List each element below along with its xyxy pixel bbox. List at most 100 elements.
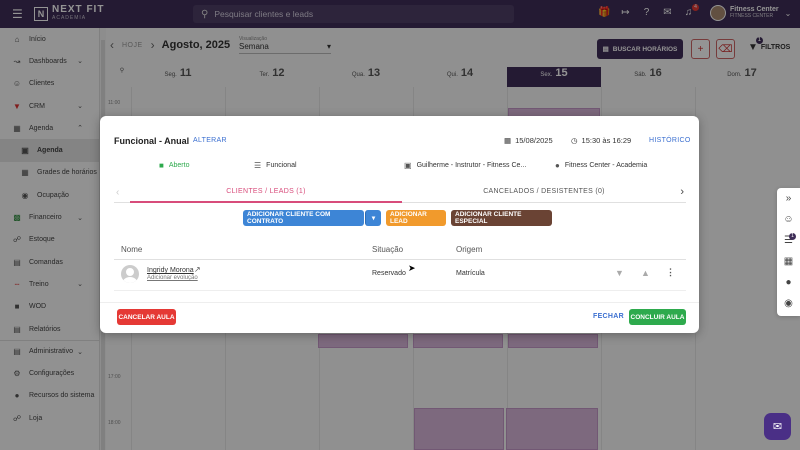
logo[interactable]: N NEXT FIT ACADEMIA — [34, 4, 105, 22]
time-label: 17:00 — [108, 374, 121, 380]
search-icon: ⚲ — [201, 8, 209, 20]
tab-clients-leads[interactable]: CLIENTES / LEADS (1) — [226, 188, 306, 195]
add-special-client-button[interactable]: ADICIONAR CLIENTE ESPECIAL — [451, 210, 552, 226]
calendar-icon[interactable]: ▦ — [783, 256, 794, 267]
day-header-today[interactable]: Sex. 15 — [507, 67, 601, 87]
thumbs-up-icon[interactable]: ▲ — [641, 268, 650, 278]
chat-bubble-icon: ✉ — [772, 421, 783, 433]
column-header-origin: Origem — [456, 245, 483, 254]
sidebar-item-financeiro[interactable]: ▩ Financeiro ⌄ — [13, 213, 83, 223]
dumbbell-icon: ╌ — [14, 279, 20, 289]
logo-mark: N — [34, 7, 48, 21]
sidebar-item-dashboards[interactable]: ↝ Dashboards ⌄ — [13, 56, 83, 66]
view-select-value: Semana — [239, 42, 269, 51]
toggle-icon: ● — [14, 391, 20, 401]
location-pin-icon[interactable]: ● — [785, 277, 792, 288]
chevron-right-icon[interactable]: › — [680, 186, 684, 198]
sidebar-item-grades[interactable]: ▦ Grades de horários — [21, 168, 97, 178]
today-button[interactable]: HOJE — [122, 41, 143, 49]
client-name-link[interactable]: Ingridy Morona — [147, 267, 194, 274]
chevron-down-icon: ⌄ — [784, 8, 792, 18]
user-menu[interactable]: Fitness Center FITNESS CENTER ⌄ — [710, 5, 791, 21]
checklist-icon[interactable]: ☰ 1 — [777, 230, 800, 251]
sidebar-item-agenda[interactable]: ▦ Agenda ⌃ — [13, 123, 83, 133]
tab-canceled[interactable]: CANCELADOS / DESISTENTES (0) — [483, 188, 605, 195]
help-icon[interactable]: ? — [643, 7, 650, 18]
day-header[interactable]: Qua. 13 — [351, 67, 381, 79]
add-button[interactable]: + — [691, 39, 710, 59]
calendar-icon: ▦ — [13, 123, 21, 133]
time-label: 11:00 — [108, 100, 121, 106]
sidebar-item-administrativo[interactable]: ▤ Administrativo ⌄ — [0, 340, 99, 362]
view-select[interactable]: Visualização Semana ▾ — [239, 36, 331, 54]
occupancy-icon: ◉ — [21, 190, 29, 200]
sidebar-item-ocupacao[interactable]: ◉ Ocupação — [21, 190, 69, 200]
class-time: ◷ 15:30 às 16:29 — [571, 136, 632, 145]
cart-icon: ☍ — [12, 235, 22, 245]
sidebar-item-inicio[interactable]: ⌂ Início — [0, 28, 99, 50]
history-link[interactable]: HISTÓRICO — [649, 137, 691, 144]
money-icon: ▩ — [13, 213, 21, 223]
sidebar-item-relatorios[interactable]: ▤ Relatórios — [13, 324, 61, 334]
sidebar-item-treino[interactable]: ╌ Treino ⌄ — [0, 273, 99, 295]
person-icon[interactable]: ☺ — [783, 214, 794, 225]
sidebar-item-crm[interactable]: ▼ CRM ⌄ — [13, 101, 83, 111]
sidebar-item-comandas[interactable]: ▤ Comandas — [13, 257, 63, 267]
conclude-class-button[interactable]: CONCLUIR AULA — [629, 309, 686, 325]
column-header-status: Situação — [372, 245, 404, 254]
logo-text: NEXT FIT — [52, 4, 105, 15]
calendar-event[interactable] — [318, 334, 408, 348]
zoom-icon[interactable]: ⚲ — [119, 68, 125, 74]
calendar-event[interactable] — [506, 408, 598, 450]
chevron-down-icon: ⌄ — [77, 214, 83, 222]
calendar-event[interactable] — [508, 334, 598, 348]
delete-button[interactable]: ⌫ — [716, 39, 735, 59]
chevron-left-icon[interactable]: ‹ — [110, 38, 114, 52]
sidebar-item-recursos[interactable]: ● Recursos do sistema — [0, 385, 99, 407]
logout-door-icon[interactable]: ↦ — [621, 7, 630, 18]
menu-icon[interactable]: ☰ — [12, 7, 23, 21]
home-icon: ⌂ — [14, 34, 20, 44]
day-header[interactable]: Qui. 14 — [446, 67, 474, 79]
location-pin-icon: ● — [555, 161, 560, 170]
month-title: Agosto, 2025 — [161, 39, 231, 51]
search-bar[interactable]: ⚲ — [193, 5, 514, 23]
sidebar-item-configuracoes[interactable]: ⚙ Configurações — [13, 369, 75, 379]
day-header[interactable]: Dom. 17 — [727, 67, 757, 79]
sidebar-item-loja[interactable]: ☍ Loja — [12, 413, 43, 423]
calendar-event[interactable] — [413, 334, 503, 348]
day-header[interactable]: Seg. 11 — [164, 67, 192, 79]
open-external-icon[interactable]: ↗ — [194, 265, 201, 274]
gift-icon[interactable]: 🎁 — [598, 7, 611, 18]
admin-icon: ▤ — [13, 347, 21, 357]
add-client-dropdown-button[interactable]: ▾ — [365, 210, 381, 226]
list-icon: ☰ — [254, 161, 262, 170]
change-link[interactable]: ALTERAR — [193, 137, 227, 144]
caret-down-icon: ▾ — [326, 42, 331, 51]
filter-icon: ▼ 1 — [748, 37, 763, 53]
add-evolution-link[interactable]: Adicionar evolução — [147, 275, 198, 281]
sidebar-item-agenda-sub[interactable]: ▣ Agenda — [0, 139, 99, 162]
day-header[interactable]: Sáb. 16 — [634, 67, 662, 79]
filters-button[interactable]: ▼ 1 FILTROS — [748, 37, 791, 53]
instructor-info: ▣ Guilherme - Instrutor - Fitness Ce... — [404, 161, 527, 170]
search-schedules-button[interactable]: ▤ BUSCAR HORÁRIOS — [597, 39, 683, 59]
search-input[interactable] — [214, 9, 495, 19]
chevron-right-icon[interactable]: › — [150, 38, 155, 52]
add-client-contract-button[interactable]: ADICIONAR CLIENTE COM CONTRATO — [243, 210, 364, 226]
chat-support-button[interactable]: ✉ — [764, 413, 791, 440]
sidebar-item-clientes[interactable]: ☺ Clientes — [12, 79, 55, 89]
more-vertical-icon[interactable]: ⋮ — [666, 267, 675, 277]
thumbs-down-icon[interactable]: ▼ — [615, 268, 624, 278]
double-chevron-right-icon[interactable]: » — [785, 193, 792, 204]
add-lead-button[interactable]: ADICIONAR LEAD — [386, 210, 446, 226]
chevron-left-icon[interactable]: ‹ — [116, 187, 120, 198]
eye-icon[interactable]: ◉ — [784, 298, 793, 309]
cancel-class-button[interactable]: CANCELAR AULA — [117, 309, 176, 325]
close-button[interactable]: FECHAR — [593, 313, 624, 320]
bell-icon[interactable]: ♫ 4 — [682, 4, 699, 20]
sidebar-item-wod[interactable]: ■ WOD — [0, 296, 99, 318]
sidebar-item-estoque[interactable]: ☍ Estoque — [12, 235, 55, 245]
chat-icon[interactable]: ✉ — [663, 7, 672, 18]
day-header[interactable]: Ter. 12 — [259, 67, 285, 79]
